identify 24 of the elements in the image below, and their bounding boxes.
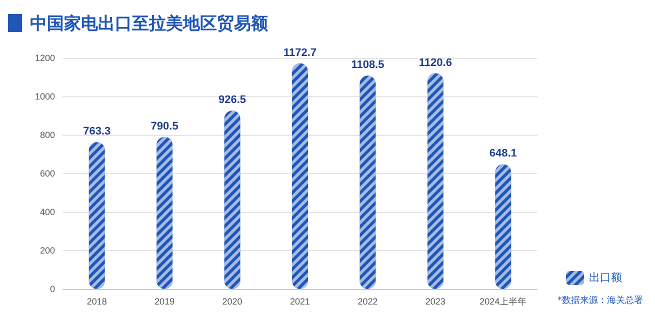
y-tick-label: 1000 xyxy=(34,92,55,102)
x-tick-label: 2020 xyxy=(222,296,242,306)
text: *数据来源：海关总署 xyxy=(558,294,643,307)
y-tick-label: 0 xyxy=(50,284,55,294)
data-label: 926.5 xyxy=(218,94,246,106)
y-tick-label: 1200 xyxy=(34,53,55,63)
y-tick-label: 400 xyxy=(40,207,55,217)
y-tick-label: 600 xyxy=(40,168,55,178)
data-label: 1172.7 xyxy=(283,46,317,59)
data-label: 1120.6 xyxy=(418,56,452,69)
legend-label: 出口额 xyxy=(589,271,622,284)
y-tick-label: 800 xyxy=(40,130,55,140)
x-tick-label: 2021 xyxy=(290,296,310,306)
data-label: 790.5 xyxy=(150,120,178,132)
data-label: 1108.5 xyxy=(351,59,384,72)
y-tick-label: 200 xyxy=(40,246,55,256)
data-label: 648.1 xyxy=(489,148,517,160)
x-tick-label: 2024上半年 xyxy=(480,296,527,306)
x-tick-label: 2019 xyxy=(154,296,175,306)
x-tick-label: 2018 xyxy=(86,296,107,306)
data-label: 763.3 xyxy=(83,126,111,138)
x-tick-label: 2023 xyxy=(425,296,446,306)
chart-title: 中国家电出口至拉美地区贸易额 xyxy=(30,12,268,34)
x-tick-label: 2022 xyxy=(358,296,378,306)
